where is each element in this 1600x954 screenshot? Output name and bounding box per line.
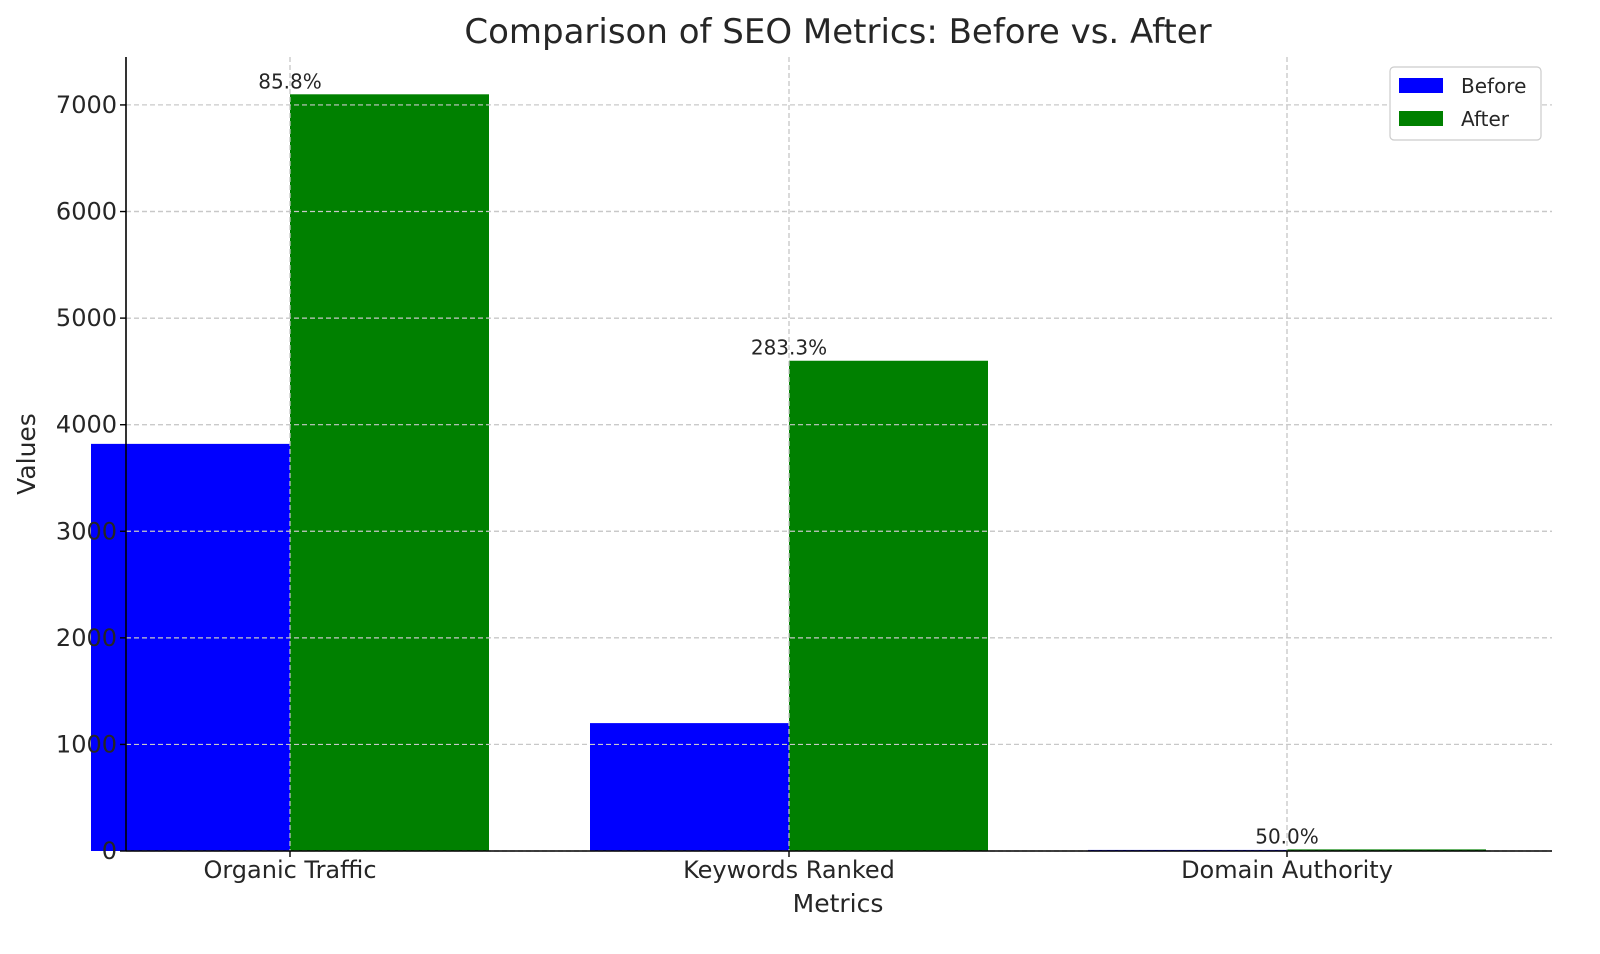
- x-tick-labels: Organic Traffic Keywords Ranked Domain Aut…: [203, 851, 1393, 884]
- data-labels: 85.8% 283.3% 50.0%: [258, 69, 1319, 848]
- chart-title: Comparison of SEO Metrics: Before vs. Af…: [464, 12, 1211, 52]
- data-label-3: 50.0%: [1255, 824, 1319, 848]
- data-label-2: 283.3%: [751, 336, 827, 360]
- bar-after-1: [290, 94, 489, 852]
- y-tick-labels: 0 1000 2000 3000 4000 5000 6000 7000: [56, 91, 126, 865]
- legend: Before After: [1389, 66, 1542, 141]
- bar-before-1: [91, 443, 290, 851]
- y-tick-label: 1000: [56, 730, 117, 758]
- bar-before-2: [590, 723, 789, 851]
- data-label-1: 85.8%: [258, 69, 322, 93]
- legend-label-after: After: [1461, 107, 1510, 131]
- y-tick-label: 2000: [56, 624, 117, 652]
- bar-after-2: [789, 360, 988, 851]
- y-tick-label: 3000: [56, 517, 117, 545]
- axes: [125, 57, 1552, 852]
- x-tick-label: Organic Traffic: [203, 856, 376, 884]
- x-tick-label: Keywords Ranked: [683, 856, 895, 884]
- y-tick-label: 5000: [56, 304, 117, 332]
- y-tick-label: 7000: [56, 91, 117, 119]
- y-tick-label: 6000: [56, 198, 117, 226]
- legend-swatch-before: [1399, 78, 1443, 93]
- x-tick-label: Domain Authority: [1181, 856, 1393, 884]
- legend-swatch-after: [1399, 111, 1443, 126]
- y-tick-label: 0: [102, 837, 117, 865]
- y-tick-label: 4000: [56, 411, 117, 439]
- x-axis-label: Metrics: [793, 889, 884, 918]
- legend-label-before: Before: [1461, 74, 1526, 98]
- y-axis-label: Values: [12, 413, 41, 495]
- bars: [91, 57, 1552, 852]
